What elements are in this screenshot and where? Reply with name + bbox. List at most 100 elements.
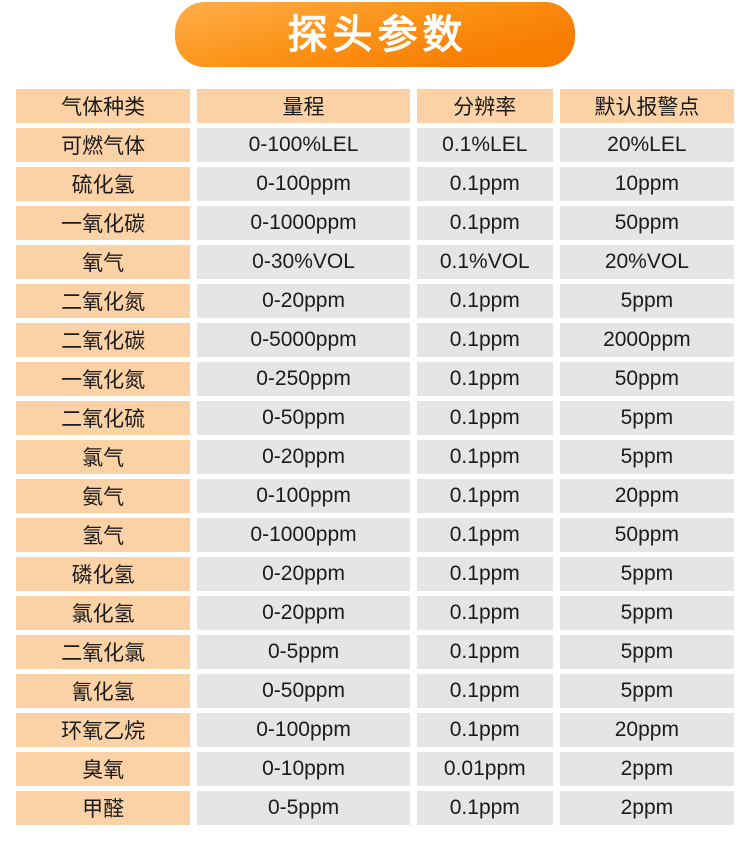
- range-cell: 0-5ppm: [197, 791, 410, 825]
- gas-name-cell: 氧气: [16, 245, 191, 279]
- table-row: 一氧化氮 0-250ppm 0.1ppm 50ppm: [16, 362, 734, 396]
- range-cell: 0-20ppm: [197, 596, 410, 630]
- range-cell: 0-1000ppm: [197, 206, 410, 240]
- table-row: 氨气 0-100ppm 0.1ppm 20ppm: [16, 479, 734, 513]
- alarm-cell: 50ppm: [559, 206, 734, 240]
- alarm-cell: 2ppm: [559, 752, 734, 786]
- range-cell: 0-5ppm: [197, 635, 410, 669]
- range-cell: 0-100%LEL: [197, 128, 410, 162]
- gas-name-cell: 二氧化氯: [16, 635, 191, 669]
- table-row: 甲醛 0-5ppm 0.1ppm 2ppm: [16, 791, 734, 825]
- alarm-cell: 5ppm: [559, 440, 734, 474]
- header-row: 气体种类 量程 分辨率 默认报警点: [16, 89, 734, 123]
- range-cell: 0-100ppm: [197, 479, 410, 513]
- alarm-cell: 20%LEL: [559, 128, 734, 162]
- gas-name-cell: 氢气: [16, 518, 191, 552]
- table-row: 氧气 0-30%VOL 0.1%VOL 20%VOL: [16, 245, 734, 279]
- header-gas-type: 气体种类: [16, 89, 191, 123]
- table-row: 氰化氢 0-50ppm 0.1ppm 5ppm: [16, 674, 734, 708]
- gas-name-cell: 一氧化碳: [16, 206, 191, 240]
- alarm-cell: 2ppm: [559, 791, 734, 825]
- range-cell: 0-20ppm: [197, 440, 410, 474]
- table-row: 氯气 0-20ppm 0.1ppm 5ppm: [16, 440, 734, 474]
- alarm-cell: 5ppm: [559, 596, 734, 630]
- header-range: 量程: [197, 89, 410, 123]
- resolution-cell: 0.1ppm: [416, 479, 553, 513]
- resolution-cell: 0.1ppm: [416, 791, 553, 825]
- page-title: 探头参数: [287, 12, 468, 57]
- range-cell: 0-20ppm: [197, 284, 410, 318]
- alarm-cell: 50ppm: [559, 518, 734, 552]
- gas-name-cell: 二氧化氮: [16, 284, 191, 318]
- table-row: 二氧化氯 0-5ppm 0.1ppm 5ppm: [16, 635, 734, 669]
- alarm-cell: 20ppm: [559, 479, 734, 513]
- gas-name-cell: 氯气: [16, 440, 191, 474]
- range-cell: 0-100ppm: [197, 713, 410, 747]
- resolution-cell: 0.1ppm: [416, 674, 553, 708]
- resolution-cell: 0.1ppm: [416, 284, 553, 318]
- header-default-alarm: 默认报警点: [559, 89, 734, 123]
- gas-name-cell: 磷化氢: [16, 557, 191, 591]
- range-cell: 0-10ppm: [197, 752, 410, 786]
- alarm-cell: 5ppm: [559, 557, 734, 591]
- gas-name-cell: 硫化氢: [16, 167, 191, 201]
- resolution-cell: 0.1ppm: [416, 635, 553, 669]
- header-resolution: 分辨率: [416, 89, 553, 123]
- resolution-cell: 0.1ppm: [416, 713, 553, 747]
- probe-params-table: 气体种类 量程 分辨率 默认报警点 可燃气体 0-100%LEL 0.1%LEL…: [9, 84, 741, 830]
- range-cell: 0-50ppm: [197, 401, 410, 435]
- page: 探头参数 气体种类 量程 分辨率 默认报警点 可燃气体 0-100%LEL 0.…: [0, 2, 750, 830]
- alarm-cell: 5ppm: [559, 401, 734, 435]
- title-banner: 探头参数: [175, 2, 575, 67]
- range-cell: 0-250ppm: [197, 362, 410, 396]
- alarm-cell: 20%VOL: [559, 245, 734, 279]
- alarm-cell: 10ppm: [559, 167, 734, 201]
- gas-name-cell: 可燃气体: [16, 128, 191, 162]
- range-cell: 0-50ppm: [197, 674, 410, 708]
- alarm-cell: 50ppm: [559, 362, 734, 396]
- table-row: 臭氧 0-10ppm 0.01ppm 2ppm: [16, 752, 734, 786]
- table-row: 二氧化碳 0-5000ppm 0.1ppm 2000ppm: [16, 323, 734, 357]
- resolution-cell: 0.01ppm: [416, 752, 553, 786]
- resolution-cell: 0.1ppm: [416, 167, 553, 201]
- table-row: 氯化氢 0-20ppm 0.1ppm 5ppm: [16, 596, 734, 630]
- resolution-cell: 0.1ppm: [416, 206, 553, 240]
- gas-name-cell: 臭氧: [16, 752, 191, 786]
- table-row: 二氧化硫 0-50ppm 0.1ppm 5ppm: [16, 401, 734, 435]
- table-row: 硫化氢 0-100ppm 0.1ppm 10ppm: [16, 167, 734, 201]
- range-cell: 0-20ppm: [197, 557, 410, 591]
- table-row: 可燃气体 0-100%LEL 0.1%LEL 20%LEL: [16, 128, 734, 162]
- resolution-cell: 0.1ppm: [416, 518, 553, 552]
- range-cell: 0-100ppm: [197, 167, 410, 201]
- range-cell: 0-5000ppm: [197, 323, 410, 357]
- gas-name-cell: 二氧化硫: [16, 401, 191, 435]
- resolution-cell: 0.1ppm: [416, 362, 553, 396]
- range-cell: 0-1000ppm: [197, 518, 410, 552]
- resolution-cell: 0.1ppm: [416, 401, 553, 435]
- resolution-cell: 0.1ppm: [416, 596, 553, 630]
- range-cell: 0-30%VOL: [197, 245, 410, 279]
- table-row: 氢气 0-1000ppm 0.1ppm 50ppm: [16, 518, 734, 552]
- resolution-cell: 0.1ppm: [416, 440, 553, 474]
- alarm-cell: 5ppm: [559, 635, 734, 669]
- table-row: 磷化氢 0-20ppm 0.1ppm 5ppm: [16, 557, 734, 591]
- alarm-cell: 5ppm: [559, 674, 734, 708]
- gas-name-cell: 环氧乙烷: [16, 713, 191, 747]
- resolution-cell: 0.1%LEL: [416, 128, 553, 162]
- gas-name-cell: 氯化氢: [16, 596, 191, 630]
- resolution-cell: 0.1ppm: [416, 557, 553, 591]
- gas-name-cell: 氰化氢: [16, 674, 191, 708]
- probe-params-table-wrap: 气体种类 量程 分辨率 默认报警点 可燃气体 0-100%LEL 0.1%LEL…: [9, 84, 741, 830]
- alarm-cell: 20ppm: [559, 713, 734, 747]
- gas-name-cell: 二氧化碳: [16, 323, 191, 357]
- gas-name-cell: 甲醛: [16, 791, 191, 825]
- alarm-cell: 2000ppm: [559, 323, 734, 357]
- alarm-cell: 5ppm: [559, 284, 734, 318]
- table-row: 环氧乙烷 0-100ppm 0.1ppm 20ppm: [16, 713, 734, 747]
- table-row: 二氧化氮 0-20ppm 0.1ppm 5ppm: [16, 284, 734, 318]
- gas-name-cell: 一氧化氮: [16, 362, 191, 396]
- table-row: 一氧化碳 0-1000ppm 0.1ppm 50ppm: [16, 206, 734, 240]
- resolution-cell: 0.1ppm: [416, 323, 553, 357]
- gas-name-cell: 氨气: [16, 479, 191, 513]
- resolution-cell: 0.1%VOL: [416, 245, 553, 279]
